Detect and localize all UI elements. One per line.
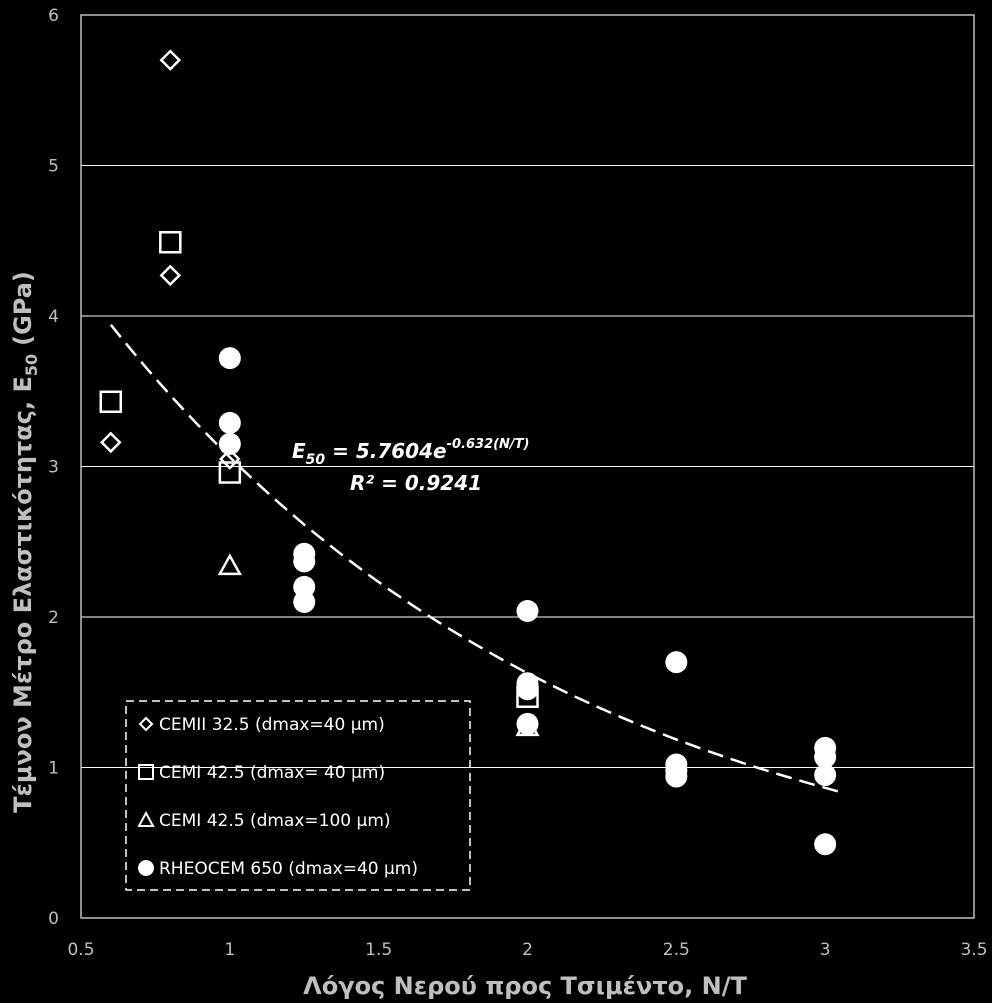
data-point-circle <box>665 765 688 788</box>
x-tick-label: 2.5 <box>663 940 690 960</box>
data-point-diamond <box>219 448 241 470</box>
legend-marker-square <box>138 764 154 780</box>
legend-box <box>125 700 471 891</box>
y-tick-label: 3 <box>48 458 59 478</box>
data-point-circle <box>516 712 539 735</box>
x-tick-label: 3.5 <box>960 940 987 960</box>
x-tick-label: 1 <box>224 940 235 960</box>
data-point-circle <box>814 764 837 787</box>
y-axis-title: Τέμνον Μέτρο Ελαστικότητας, E50 (GPa) <box>9 271 41 813</box>
x-tick-label: 0.5 <box>67 940 94 960</box>
data-points <box>99 49 837 856</box>
data-point-circle <box>665 651 688 674</box>
data-point-triangle <box>217 553 242 576</box>
y-tick-label: 0 <box>48 909 59 929</box>
data-point-circle <box>293 590 316 613</box>
data-point-circle <box>516 599 539 622</box>
data-point-diamond <box>159 264 182 287</box>
y-axis-title-main: Τέμνον Μέτρο Ελαστικότητας, E <box>9 376 37 813</box>
data-point-square <box>218 461 242 484</box>
legend-entry-label: RHEOCEM 650 (dmax=40 μm) <box>159 859 418 879</box>
legend-marker-circle <box>138 860 154 876</box>
y-tick-label: 2 <box>48 608 59 628</box>
x-tick-label: 1.5 <box>365 940 392 960</box>
y-axis-ticks: 0 1 2 3 4 5 6 <box>48 6 59 929</box>
legend-entry-label: CEMI 42.5 (dmax= 40 μm) <box>159 763 385 783</box>
data-point-diamond <box>99 431 122 454</box>
trendline <box>109 323 841 794</box>
data-point-circle <box>293 575 316 598</box>
legend-entry-label: CEMI 42.5 (dmax=100 μm) <box>159 811 391 831</box>
legend-entry-label: CEMII 32.5 (dmax=40 μm) <box>159 715 385 735</box>
plot-frame <box>80 14 975 919</box>
y-tick-label: 6 <box>48 6 59 26</box>
data-point-circle <box>814 745 837 768</box>
y-tick-label: 5 <box>48 157 59 177</box>
y-tick-label: 1 <box>48 759 59 779</box>
x-axis-title: Λόγος Νερού προς Τσιμέντο, Ν/Τ <box>303 972 747 1000</box>
data-point-circle <box>814 833 837 856</box>
legend: CEMII 32.5 (dmax=40 μm) CEMI 42.5 (dmax= … <box>137 715 418 879</box>
r-squared-label: R² = 0.9241 <box>350 471 482 495</box>
data-point-circle <box>218 347 241 370</box>
data-point-square <box>99 390 123 414</box>
data-point-square <box>159 231 182 254</box>
data-point-circle <box>516 678 539 701</box>
legend-marker-diamond <box>138 716 154 732</box>
equation-label: E50 = 5.7604e-0.632(N/T) <box>292 437 530 468</box>
y-axis-title-subscript: 50 <box>22 354 41 376</box>
x-tick-label: 2 <box>522 940 533 960</box>
y-axis-title-unit: (GPa) <box>9 271 37 346</box>
x-axis-ticks: 0.5 1 1.5 2 2.5 3 3.5 <box>67 940 987 960</box>
data-point-circle <box>218 411 241 434</box>
data-point-circle <box>218 432 241 455</box>
data-point-circle <box>293 550 316 573</box>
legend-marker-triangle <box>137 810 155 827</box>
x-tick-label: 3 <box>820 940 831 960</box>
equation-body: = 5.7604e <box>325 439 446 463</box>
equation-exponent: -0.632(N/T) <box>447 437 530 452</box>
equation-subscript: 50 <box>306 452 326 468</box>
data-point-diamond <box>159 49 182 71</box>
y-tick-label: 4 <box>48 307 59 327</box>
